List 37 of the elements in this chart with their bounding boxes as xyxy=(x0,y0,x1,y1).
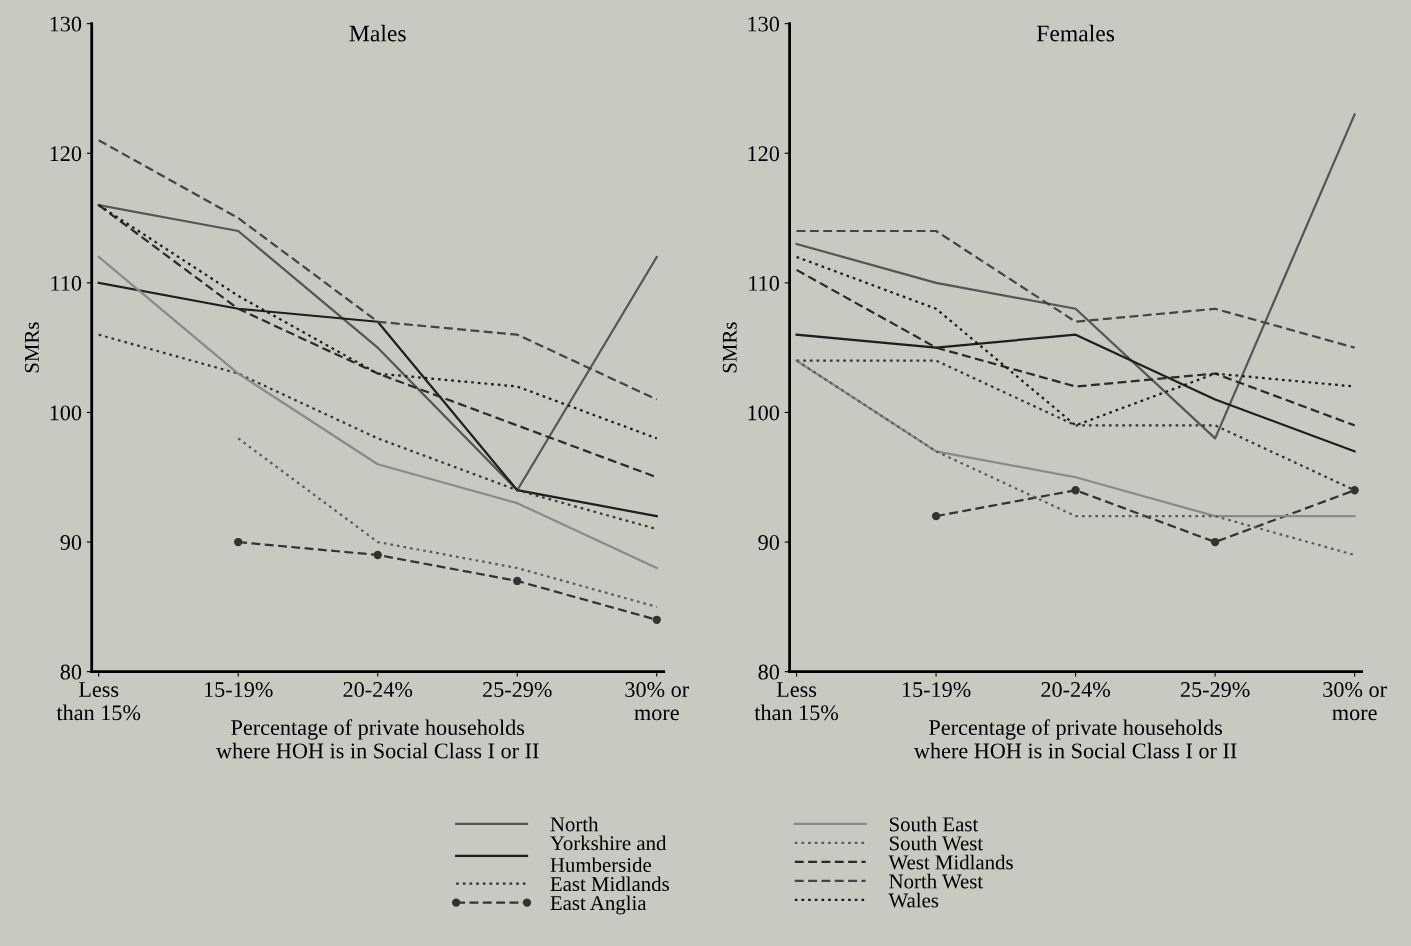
y-axis-title: SMRs xyxy=(722,322,737,373)
y-tick-label: 90 xyxy=(60,534,82,550)
y-tick-label: 90 xyxy=(758,534,780,550)
legend-label: South West xyxy=(889,835,984,851)
y-tick-label: 110 xyxy=(51,275,82,291)
x-tick-label: 15-19% xyxy=(204,682,273,698)
x-tick-label: 15-19% xyxy=(902,682,971,698)
x-tick-label: 20-24% xyxy=(343,682,413,698)
y-tick-label: 100 xyxy=(748,405,780,421)
y-axis-title: SMRs xyxy=(24,322,39,373)
x-tick-label: 30% or more xyxy=(1323,682,1387,721)
legend-label: Wales xyxy=(888,892,939,908)
y-tick-label: 130 xyxy=(50,16,82,32)
legend-label: West Midlands xyxy=(888,854,1013,870)
legend-label: South East xyxy=(889,816,979,832)
chart-title: Males xyxy=(349,24,406,42)
x-tick-label: Less than 15% xyxy=(754,682,839,721)
x-tick-label: Less than 15% xyxy=(56,682,141,721)
legend-label: East Midlands xyxy=(550,876,669,892)
y-tick-label: 120 xyxy=(748,146,780,162)
x-tick-label: 20-24% xyxy=(1041,682,1111,698)
chart-title: Females xyxy=(1036,24,1115,42)
y-tick-label: 130 xyxy=(748,16,780,32)
x-tick-label: 25-29% xyxy=(1180,682,1250,698)
legend-label: East Anglia xyxy=(550,895,647,915)
legend-label: Yorkshire and Humberside xyxy=(550,835,667,873)
y-tick-label: 110 xyxy=(749,275,780,291)
y-tick-label: 80 xyxy=(758,664,780,680)
x-tick-label: 25-29% xyxy=(483,682,552,698)
y-tick-label: 100 xyxy=(50,405,82,421)
legend-label: North West xyxy=(889,873,984,889)
x-tick-label: 30% or more xyxy=(625,682,689,721)
x-axis-title: Percentage of private households where HOH is in Social Class I or II xyxy=(216,719,539,759)
legend-label: North xyxy=(550,816,599,832)
x-axis-title: Percentage of private households where HOH is in Social Class I or II xyxy=(913,719,1237,759)
y-tick-label: 120 xyxy=(50,146,82,162)
y-tick-label: 80 xyxy=(60,664,82,680)
